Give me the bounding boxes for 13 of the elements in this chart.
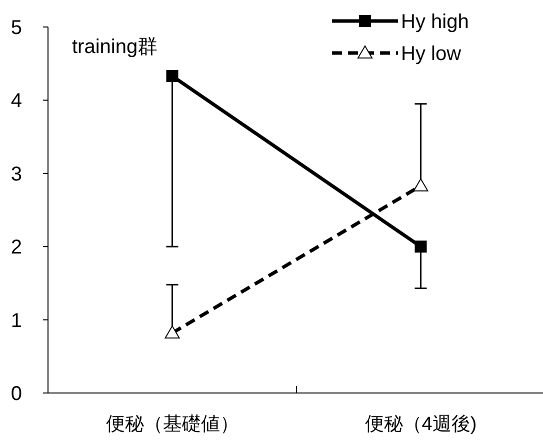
point xyxy=(166,70,178,82)
y-tick-label: 3 xyxy=(10,163,22,186)
y-tick-label: 0 xyxy=(10,383,22,405)
legend-label: Hy high xyxy=(401,11,469,33)
legend-label: Hy low xyxy=(401,43,462,65)
y-tick-label: 1 xyxy=(10,310,22,332)
y-tick-label: 4 xyxy=(10,90,22,112)
annotation: training群 xyxy=(72,36,158,58)
x-tick-label: 便秘（4週後) xyxy=(364,414,477,435)
y-tick-label: 2 xyxy=(10,236,22,259)
x-tick-label: 便秘（基礎値） xyxy=(106,414,239,435)
point xyxy=(414,240,427,253)
y-tick-label: 5 xyxy=(10,17,22,39)
